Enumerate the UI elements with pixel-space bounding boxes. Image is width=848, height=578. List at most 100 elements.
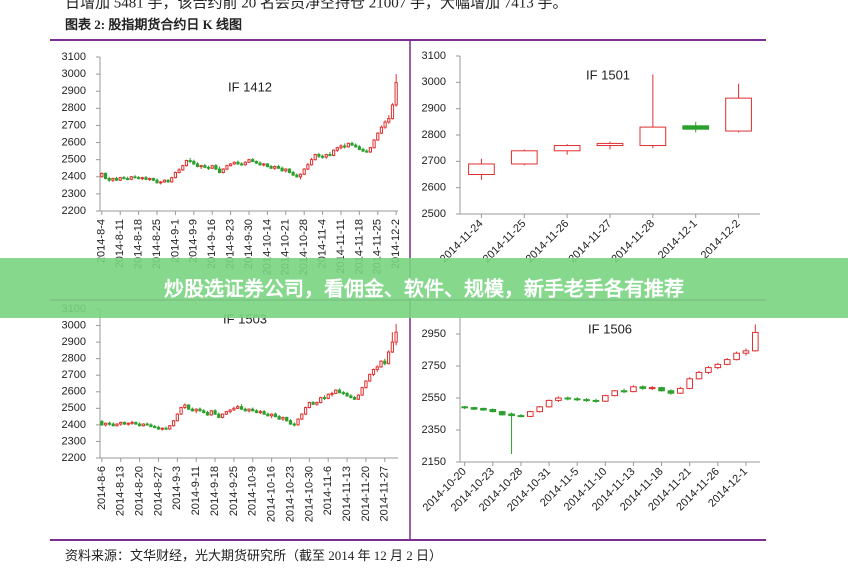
candle-body: [677, 387, 684, 394]
x-tick-label: 2014-9-25: [228, 466, 240, 516]
candle-body: [364, 380, 368, 389]
candle-body: [122, 177, 126, 180]
banner: [0, 258, 848, 318]
candle-body: [239, 406, 244, 410]
candle-body: [319, 397, 323, 404]
y-tick-label: 2500: [62, 154, 86, 166]
candle-body: [461, 406, 468, 409]
candle-body: [266, 413, 270, 417]
figure-title: 图表 2: 股指期货合约日 K 线图: [65, 17, 242, 32]
y-tick-label: 2800: [62, 102, 86, 114]
candle-body: [311, 402, 315, 405]
candle-body: [498, 411, 506, 416]
chart-title: IF 1412: [228, 79, 272, 94]
candle-body: [254, 410, 259, 413]
candle-body: [379, 126, 384, 134]
candle-body: [705, 367, 712, 373]
candle-body: [251, 159, 255, 162]
candle-body: [350, 142, 354, 146]
x-tick-label: 2014-10-23: [284, 466, 296, 522]
candle-body: [183, 404, 187, 409]
candle-body: [270, 413, 274, 417]
candle-body: [300, 413, 304, 420]
y-tick-label: 2700: [422, 155, 446, 167]
candle-body: [198, 408, 202, 412]
candle-body: [129, 176, 133, 180]
candle-body: [296, 418, 300, 426]
y-tick-label: 2150: [422, 456, 446, 468]
candle-body: [199, 165, 203, 168]
y-tick-label: 2800: [422, 129, 446, 141]
candle-body: [725, 97, 752, 132]
candle-body: [510, 150, 538, 165]
x-tick-label: 2014-9-11: [190, 466, 202, 515]
candle-body: [251, 408, 255, 412]
candle-body: [695, 371, 703, 380]
candle-body: [354, 144, 358, 148]
candle-body: [368, 147, 373, 153]
candle-body: [280, 167, 284, 172]
candle-body: [648, 387, 656, 390]
candle-body: [122, 421, 127, 425]
candle-body: [639, 386, 647, 389]
candle-body: [217, 413, 221, 418]
y-tick-label: 3100: [62, 51, 86, 63]
candle-body: [341, 392, 345, 395]
candle-body: [602, 395, 609, 402]
candle-body: [137, 423, 142, 427]
y-tick-label: 2750: [422, 360, 446, 372]
x-tick-label: 2014-10-16: [266, 466, 278, 522]
candle-body: [372, 139, 376, 149]
candle-body: [162, 179, 166, 183]
candle-body: [313, 154, 317, 161]
x-tick-label: 2014-8-27: [152, 466, 164, 516]
candle-body: [177, 169, 181, 174]
y-tick-label: 2350: [422, 424, 446, 436]
candle-body: [236, 161, 240, 165]
candle-body: [134, 421, 138, 425]
candle-body: [365, 150, 369, 153]
candle-body: [339, 145, 343, 149]
candle-body: [349, 395, 353, 399]
candle-body: [137, 177, 141, 180]
candle-body: [107, 177, 111, 181]
banner-text: 炒股选证券公司，看佣金、软件、规模，新手老手各有推荐: [164, 277, 684, 301]
candle-body: [658, 387, 665, 392]
x-tick-label: 2014-8-13: [115, 466, 127, 516]
candle-body: [287, 168, 292, 173]
candle-body: [140, 177, 144, 180]
candle-body: [368, 373, 372, 382]
candle-body: [228, 409, 232, 413]
candle-body: [332, 149, 336, 156]
y-tick-label: 3100: [422, 50, 446, 62]
candle-body: [343, 145, 347, 148]
x-tick-label: 2014-8-11: [114, 219, 126, 268]
candle-body: [171, 420, 176, 427]
candle-body: [192, 160, 196, 165]
candle-body: [181, 165, 185, 171]
candle-body: [243, 408, 247, 412]
candle-body: [118, 177, 122, 181]
candle-body: [489, 409, 497, 413]
candle-body: [209, 410, 213, 416]
candle-body: [326, 393, 330, 399]
candle-body: [337, 389, 342, 394]
candle-body: [360, 387, 364, 396]
candle-body: [630, 386, 637, 393]
x-tick-label: 2014-11-4: [316, 219, 328, 268]
candle-body: [682, 125, 710, 130]
x-tick-label: 2014-9-9: [188, 219, 200, 263]
candle-body: [111, 177, 115, 181]
candle-body: [295, 174, 299, 178]
candle-body: [141, 423, 146, 427]
candle-body: [742, 350, 750, 354]
candle-body: [213, 410, 217, 415]
candle-body: [553, 145, 581, 152]
chart-title: IF 1506: [588, 321, 632, 336]
candle-body: [480, 407, 487, 411]
candle-body: [114, 177, 119, 181]
candle-body: [714, 363, 722, 369]
x-tick-label: 2014-9-16: [206, 219, 218, 269]
